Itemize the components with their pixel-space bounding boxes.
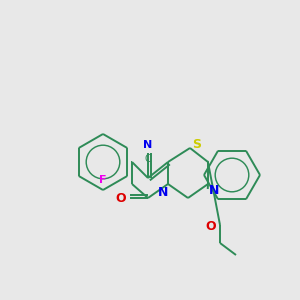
Text: S: S: [193, 137, 202, 151]
Text: N: N: [158, 185, 168, 199]
Text: N: N: [143, 140, 153, 150]
Text: O: O: [116, 191, 126, 205]
Text: F: F: [99, 175, 107, 185]
Text: C: C: [145, 154, 152, 164]
Text: O: O: [206, 220, 216, 233]
Text: N: N: [209, 184, 219, 196]
